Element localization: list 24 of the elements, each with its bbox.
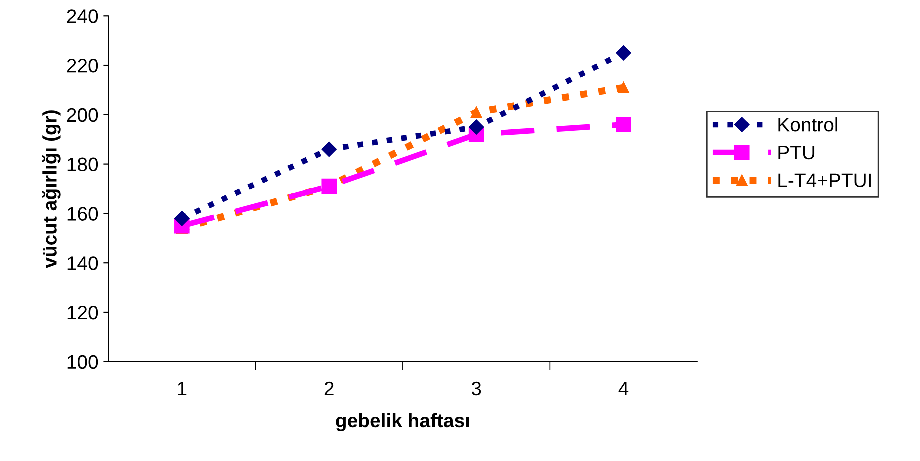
y-tick-label: 220 [67,58,98,73]
x-axis-title: gebelik haftası [336,413,470,432]
point [174,211,190,226]
y-tick-label: 160 [68,207,98,221]
legend-label: Kontrol [778,118,838,132]
point [468,120,484,135]
y-tick-label: 120 [68,306,98,320]
y-tick-label: 180 [68,158,98,172]
point [618,82,630,94]
x-tick-label: 3 [472,382,482,396]
x-tick-label: 1 [178,382,187,396]
x-tick-label: 4 [618,382,629,396]
point [471,106,482,118]
legend-label: L-T4+PTUI [778,174,871,188]
x-tick-label: 2 [324,382,334,396]
y-tick-label: 100 [68,355,98,370]
y-tick-label: 200 [67,108,98,122]
point [616,46,632,61]
y-tick-label: 240 [67,10,98,24]
point [616,117,632,132]
y-tick-label: 140 [68,256,98,270]
point [322,142,337,158]
y-axis-title: vücut ağırlığı (gr) [42,110,61,268]
legend-label: PTU [778,146,815,160]
